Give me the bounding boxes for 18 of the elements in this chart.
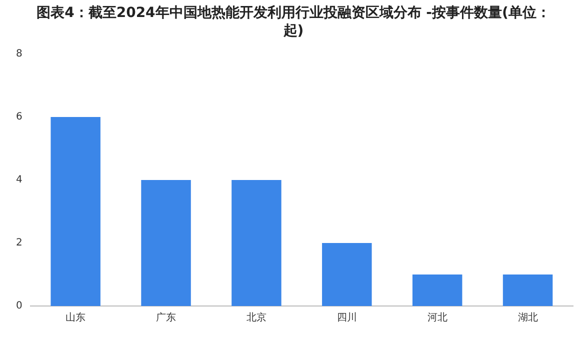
bar xyxy=(232,180,282,306)
y-tick-label: 2 xyxy=(16,238,22,249)
x-tick-label: 河北 xyxy=(427,312,448,324)
y-tick-label: 6 xyxy=(16,112,22,123)
bar xyxy=(141,180,191,306)
bar xyxy=(502,274,553,306)
bar xyxy=(322,243,372,306)
x-tick-label: 北京 xyxy=(246,312,266,324)
bar xyxy=(50,117,100,306)
x-tick-label: 四川 xyxy=(336,312,357,324)
y-tick-label: 0 xyxy=(16,300,22,312)
x-tick-label: 湖北 xyxy=(518,312,538,324)
x-tick-label: 山东 xyxy=(66,312,86,324)
bar xyxy=(412,274,462,306)
y-tick-label: 4 xyxy=(16,174,22,186)
x-tick-label: 广东 xyxy=(156,312,176,324)
chart-title: 图表4：截至2024年中国地热能开发利用行业投融资区域分布 -按事件数量(单位：起) xyxy=(36,4,552,40)
y-tick-label: 8 xyxy=(16,48,22,60)
